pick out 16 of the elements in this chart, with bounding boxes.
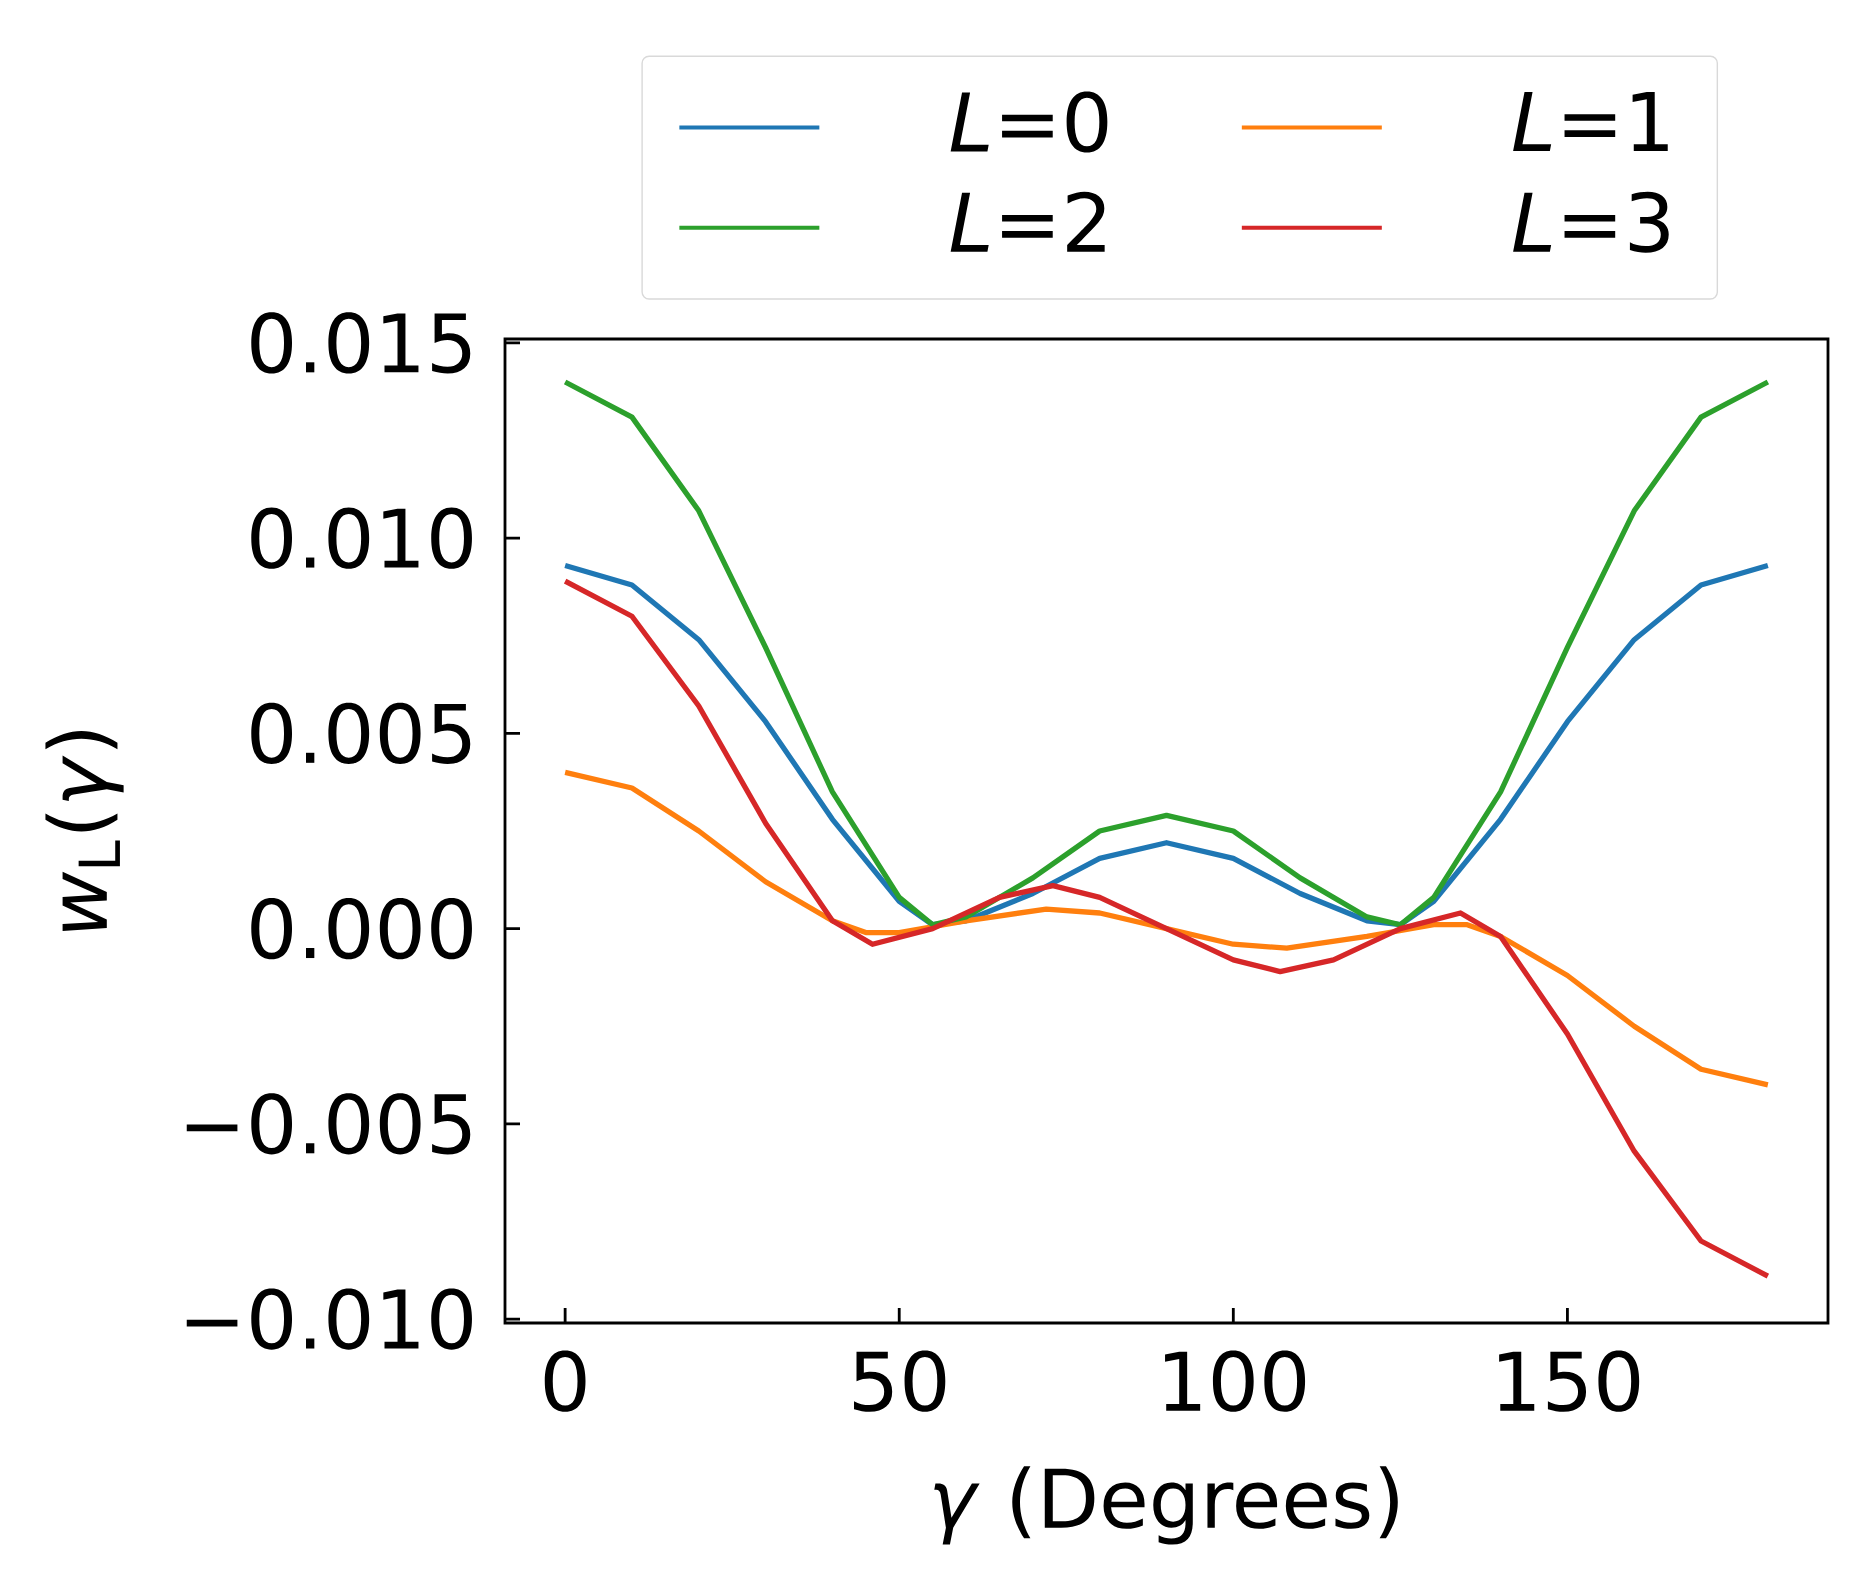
y-tick-label: −0.010 [186,1288,472,1350]
legend-label: L=3 [1513,191,1669,253]
x-tick-label: 150 [1499,1350,1640,1412]
x-tick-label: 0 [544,1350,586,1412]
x-tick-label: 100 [1165,1350,1306,1412]
y-tick-label: 0.010 [251,507,472,569]
legend-label: L=1 [1513,91,1668,151]
x-axis-title: γ (Degrees) [934,1466,1398,1545]
y-tick-label: 0.015 [251,312,471,374]
legend-label: L=2 [950,191,1105,252]
y-tick-label: −0.005 [186,1093,471,1155]
y-axis-title: w$_{L}$(γ) [45,730,124,931]
legend-label: L=0 [950,91,1108,153]
y-tick-label: 0.005 [251,702,471,764]
y-tick-label: 0.000 [251,897,472,959]
x-tick-label: 50 [854,1350,946,1412]
